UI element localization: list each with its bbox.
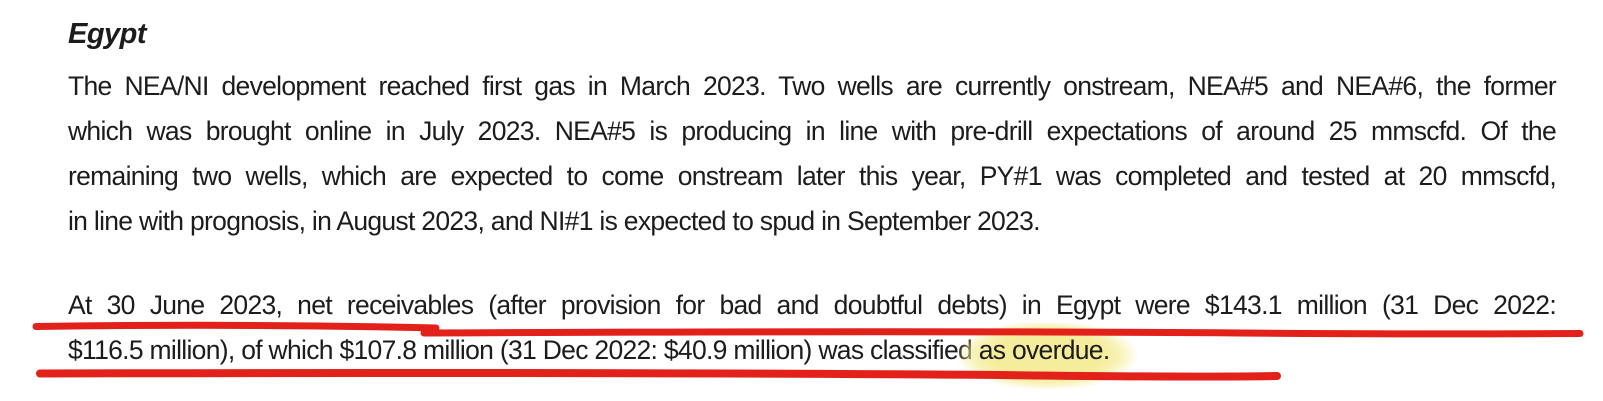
- paragraph-line: in line with prognosis, in August 2023, …: [68, 206, 1041, 236]
- paragraph-line: At 30 June 2023, net receivables (after …: [68, 290, 1557, 320]
- paragraph-operations: The NEA/NI development reached first gas…: [68, 64, 1557, 244]
- section-heading: Egypt: [68, 18, 147, 50]
- paragraph-line: The NEA/NI development reached first gas…: [68, 71, 1557, 101]
- paragraph-line: which was brought online in July 2023. N…: [68, 116, 1557, 146]
- line-text: $116.5 million), of which $107.8 million…: [68, 335, 973, 365]
- paragraph-line: $116.5 million), of which $107.8 million…: [68, 328, 1556, 373]
- overdue-highlight-text: as overdue.: [978, 335, 1110, 365]
- paragraph-receivables: At 30 June 2023, net receivables (after …: [68, 283, 1557, 373]
- paragraph-line: remaining two wells, which are expected …: [68, 161, 1557, 191]
